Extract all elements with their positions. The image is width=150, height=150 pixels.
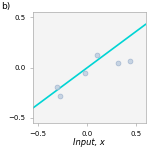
X-axis label: Input, x: Input, x [73, 138, 105, 147]
Point [95, 54, 98, 57]
Point [59, 94, 62, 97]
Point [129, 60, 131, 63]
Point [84, 71, 86, 74]
Point [117, 62, 119, 65]
Point [56, 85, 59, 88]
Text: b): b) [2, 2, 11, 11]
